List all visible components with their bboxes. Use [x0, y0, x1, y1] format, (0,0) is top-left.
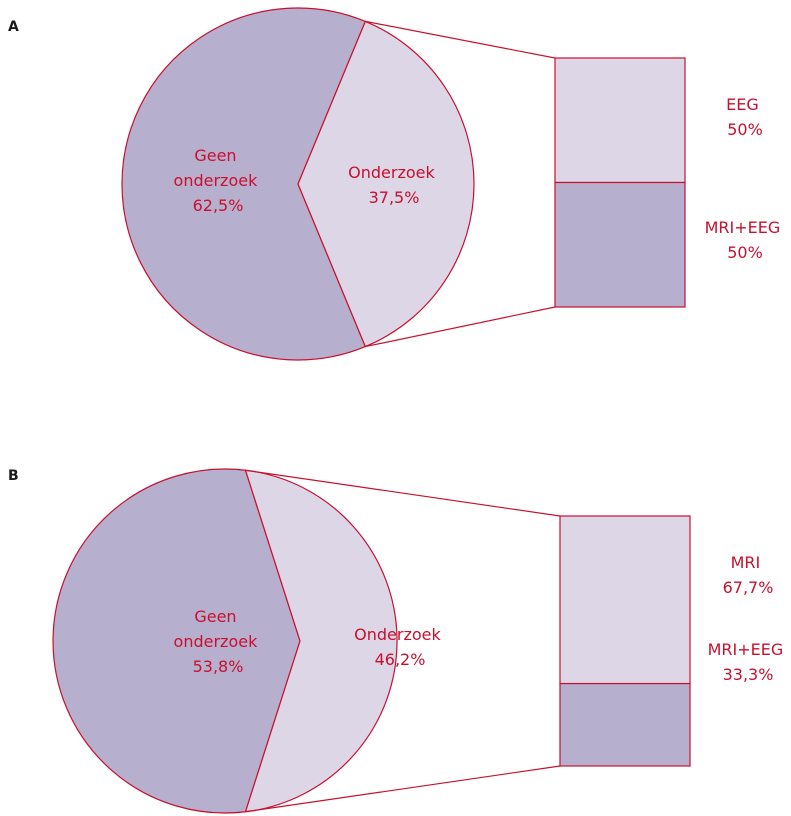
pie-slice-geen-onderzoek-b — [52, 468, 301, 814]
pie-label-onderzoek-a: Onderzoek 37,5% — [348, 163, 440, 207]
connector-line-top-b — [245, 469, 561, 517]
bar-segment-mri-eeg-a — [554, 181, 686, 308]
pie-slice-geen-onderzoek-a — [121, 7, 367, 361]
connector-line-bottom-b — [245, 765, 561, 813]
panel-label-b: B — [8, 468, 19, 484]
pie-label-geen-onderzoek-a: Geen onderzoek 62,5% — [174, 146, 263, 215]
pie-slice-onderzoek-b — [244, 469, 398, 813]
bar-segment-mri-b — [559, 515, 691, 685]
connector-line-bottom-a — [365, 306, 556, 348]
bar-label-mri-eeg-a: MRI+EEG 50% — [705, 218, 786, 262]
pie-slice-onderzoek-a — [297, 20, 475, 348]
bar-label-mri-eeg-b: MRI+EEG 33,3% — [708, 640, 789, 684]
bar-label-mri-b: MRI 67,7% — [723, 553, 774, 597]
panel-label-a: A — [8, 19, 19, 35]
connector-line-top-a — [365, 20, 556, 59]
panel-b: B Geen onderzoek 53,8% Onderzoek 46,2% M… — [8, 468, 789, 814]
pie-label-geen-onderzoek-b: Geen onderzoek 53,8% — [174, 607, 263, 676]
panel-a: A Geen onderzoek 62,5% Onderzoek 37,5% E… — [8, 7, 786, 361]
bar-segment-eeg-a — [554, 57, 686, 184]
bar-segment-mri-eeg-b — [559, 682, 691, 767]
pie-label-onderzoek-b: Onderzoek 46,2% — [354, 625, 446, 669]
bar-label-eeg-a: EEG 50% — [726, 95, 764, 139]
